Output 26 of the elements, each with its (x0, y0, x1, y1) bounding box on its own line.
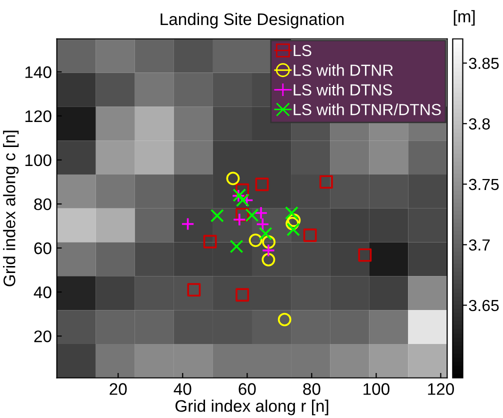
y-tick-label: 100 (25, 154, 52, 166)
color-bar-title: [m] (454, 10, 475, 26)
y-tick-label: 80 (34, 198, 52, 210)
color-bar-label: 3.85 (468, 58, 499, 70)
x-tick-label: 60 (238, 383, 256, 395)
x-tick-label: 40 (174, 383, 192, 395)
chart-title: Landing Site Designation (160, 12, 344, 28)
legend-label: LS with DTNR (294, 64, 393, 76)
legend-label: LS with DTNS (294, 84, 392, 96)
x-axis-title: Grid index along r [n] (175, 400, 328, 416)
x-tick-label: 100 (364, 383, 390, 395)
color-bar-label: 3.8 (468, 118, 490, 130)
y-tick-label: 20 (34, 330, 52, 342)
y-tick-label: 120 (25, 110, 52, 122)
y-tick-label: 140 (25, 66, 52, 78)
y-tick-label: 60 (34, 242, 52, 254)
x-tick-label: 80 (303, 383, 320, 395)
x-tick-label: 20 (110, 383, 127, 395)
color-bar-label: 3.7 (468, 239, 490, 251)
y-tick-label: 40 (34, 286, 52, 298)
color-bar-label: 3.65 (468, 300, 499, 312)
color-bar-label: 3.75 (468, 178, 499, 190)
legend-label: LS (294, 44, 312, 56)
legend-label: LS with DTNR/DTNS (294, 104, 441, 116)
x-tick-label: 120 (428, 383, 454, 395)
y-axis-title: Grid index along c [n] (3, 130, 19, 286)
